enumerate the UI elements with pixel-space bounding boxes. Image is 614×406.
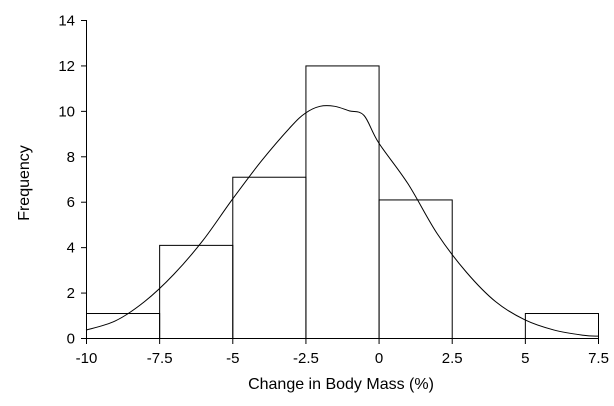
y-tick-label: 6 [67,194,75,211]
curve-layer [85,105,599,337]
y-tick-label: 10 [58,103,75,120]
histogram-bar-6 [524,313,599,339]
x-tick-label: -2.5 [293,350,319,367]
x-tick-label: 2.5 [442,350,463,367]
histogram-bar-1 [159,244,234,339]
bars-layer [86,65,599,340]
y-tick-label: 12 [58,58,75,75]
y-tick-label: 14 [58,13,75,30]
x-tick-label: -7.5 [147,350,173,367]
y-tick-label: 8 [67,149,75,166]
x-tick-label: -5 [226,350,239,367]
x-tick-label: 7.5 [588,350,609,367]
fitted-distribution-curve [85,105,599,337]
y-tick-label: 4 [67,240,75,257]
y-tick-label: 0 [67,331,75,348]
x-tick-label: 5 [521,350,529,367]
histogram-bar-4 [378,199,453,339]
x-tick-label: -10 [76,350,98,367]
y-axis-title: Frequency [16,145,33,221]
axes-layer: 0 2 4 6 8 10 12 14 -10 -7.5 -5 -2.5 0 2.5 5 7.5 [58,13,609,368]
y-tick-label: 2 [67,285,75,302]
histogram-bar-2 [232,176,307,339]
x-axis-title: Change in Body Mass (%) [248,376,434,393]
x-tick-label: 0 [375,350,383,367]
